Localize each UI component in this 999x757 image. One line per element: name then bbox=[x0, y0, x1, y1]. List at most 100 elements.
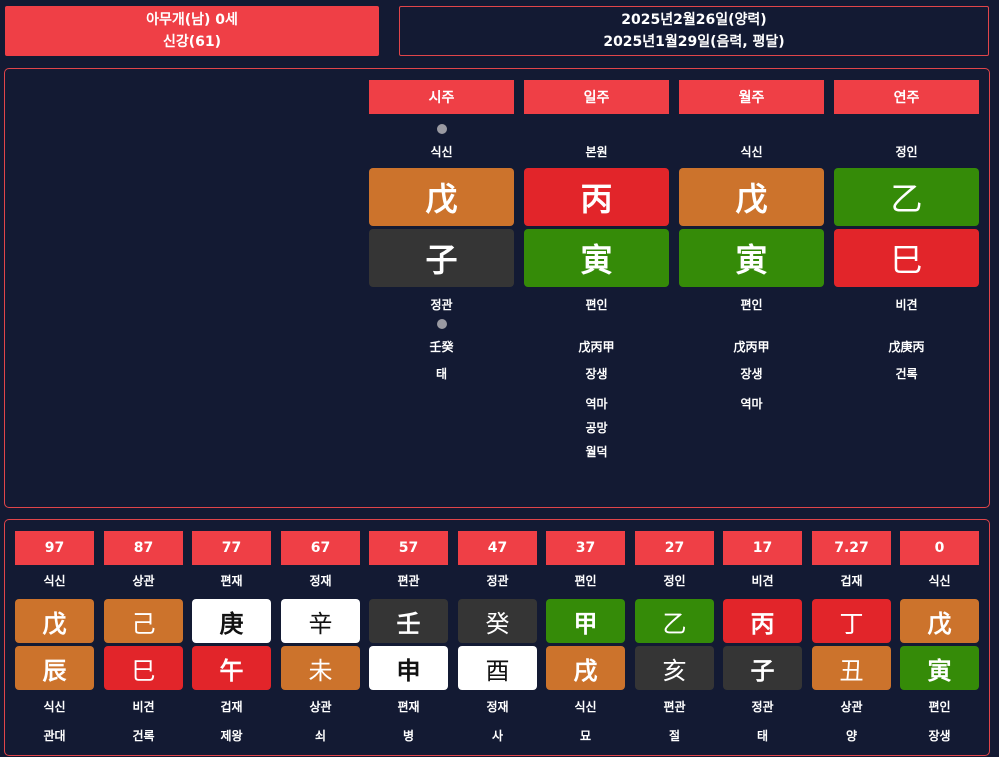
four-pillars-panel bbox=[4, 68, 990, 508]
luck-stem-ten-god: 정인 bbox=[663, 574, 686, 588]
luck-stem-ten-god: 식신 bbox=[43, 574, 66, 588]
luck-twelve-stage: 장생 bbox=[928, 729, 951, 743]
luck-stem-ten-god: 겁재 bbox=[840, 574, 863, 588]
luck-branch-tile[interactable]: 午 bbox=[192, 646, 271, 690]
luck-age: 97 bbox=[15, 531, 94, 565]
luck-branch-tile[interactable]: 戌 bbox=[546, 646, 625, 690]
major-luck-panel bbox=[4, 519, 990, 756]
stem-ten-god: 정인 bbox=[895, 145, 918, 159]
heavenly-stem-tile[interactable]: 戊 bbox=[369, 168, 514, 226]
luck-twelve-stage: 묘 bbox=[579, 729, 592, 743]
luck-branch-tile[interactable]: 丑 bbox=[812, 646, 891, 690]
luck-branch-tile[interactable]: 未 bbox=[281, 646, 360, 690]
luck-stem-ten-god: 정관 bbox=[486, 574, 509, 588]
luck-branch-tile[interactable]: 巳 bbox=[104, 646, 183, 690]
top-dot-row bbox=[679, 114, 824, 144]
bottom-dot-row bbox=[524, 312, 669, 336]
luck-age: 37 bbox=[546, 531, 625, 565]
luck-stem-tile[interactable]: 戊 bbox=[900, 599, 979, 643]
luck-column[interactable]: 27 정인 乙亥 편관 절 bbox=[635, 531, 714, 744]
luck-twelve-stage: 쇠 bbox=[314, 729, 327, 743]
marker-dot-icon bbox=[436, 319, 447, 329]
earthly-branch-tile[interactable]: 寅 bbox=[524, 229, 669, 287]
marker-dot-icon bbox=[436, 124, 447, 134]
luck-age: 0 bbox=[900, 531, 979, 565]
bottom-dot-row bbox=[679, 312, 824, 336]
heavenly-stem-tile[interactable]: 丙 bbox=[524, 168, 669, 226]
luck-stem-tile[interactable]: 戊 bbox=[15, 599, 94, 643]
luck-column[interactable]: 7.27 겁재 丁丑 상관 양 bbox=[812, 531, 891, 744]
luck-age: 87 bbox=[104, 531, 183, 565]
luck-branch-tile[interactable]: 辰 bbox=[15, 646, 94, 690]
pillar-title: 시주 bbox=[369, 80, 514, 114]
earthly-branch-tile[interactable]: 寅 bbox=[679, 229, 824, 287]
luck-age: 7.27 bbox=[812, 531, 891, 565]
hidden-stems: 戊丙甲 bbox=[733, 340, 770, 354]
luck-stem-tile[interactable]: 壬 bbox=[369, 599, 448, 643]
luck-stem-tile[interactable]: 甲 bbox=[546, 599, 625, 643]
luck-column[interactable]: 77 편재 庚午 겁재 제왕 bbox=[192, 531, 271, 744]
luck-age: 17 bbox=[723, 531, 802, 565]
strength-text: 신강(61) bbox=[162, 34, 222, 50]
luck-branch-ten-god: 편관 bbox=[663, 700, 686, 714]
hidden-stems: 戊丙甲 bbox=[578, 340, 615, 354]
heavenly-stem-tile[interactable]: 乙 bbox=[834, 168, 979, 226]
bottom-dot-row bbox=[834, 312, 979, 336]
luck-branch-ten-god: 편인 bbox=[928, 700, 951, 714]
hidden-stems: 戊庚丙 bbox=[888, 340, 925, 354]
luck-column[interactable]: 87 상관 己巳 비견 건록 bbox=[104, 531, 183, 744]
luck-stem-tile[interactable]: 庚 bbox=[192, 599, 271, 643]
luck-branch-ten-god: 정재 bbox=[486, 700, 509, 714]
lunar-date-text: 2025년1월29일(음력, 평달) bbox=[603, 34, 785, 50]
luck-branch-tile[interactable]: 酉 bbox=[458, 646, 537, 690]
luck-twelve-stage: 제왕 bbox=[220, 729, 243, 743]
luck-branch-tile[interactable]: 寅 bbox=[900, 646, 979, 690]
luck-stem-tile[interactable]: 辛 bbox=[281, 599, 360, 643]
luck-column[interactable]: 67 정재 辛未 상관 쇠 bbox=[281, 531, 360, 744]
stem-ten-god: 본원 bbox=[585, 145, 608, 159]
twelve-stage: 태 bbox=[435, 367, 448, 381]
profile-summary: 아무개(남) 0세 신강(61) bbox=[5, 6, 379, 56]
earthly-branch-tile[interactable]: 巳 bbox=[834, 229, 979, 287]
luck-stem-tile[interactable]: 乙 bbox=[635, 599, 714, 643]
pillar-column: 일주 본원 丙寅 편인 戊丙甲 장생 역마 공망 월덕 bbox=[524, 80, 669, 464]
luck-column[interactable]: 17 비견 丙子 정관 태 bbox=[723, 531, 802, 744]
hidden-stems: 壬癸 bbox=[429, 340, 454, 354]
earthly-branch-tile[interactable]: 子 bbox=[369, 229, 514, 287]
luck-branch-tile[interactable]: 申 bbox=[369, 646, 448, 690]
luck-stem-tile[interactable]: 己 bbox=[104, 599, 183, 643]
luck-branch-tile[interactable]: 子 bbox=[723, 646, 802, 690]
luck-twelve-stage: 양 bbox=[845, 729, 858, 743]
pillar-title: 월주 bbox=[679, 80, 824, 114]
luck-branch-ten-god: 겁재 bbox=[220, 700, 243, 714]
luck-stem-tile[interactable]: 丙 bbox=[723, 599, 802, 643]
special-star: 역마 bbox=[585, 397, 608, 411]
heavenly-stem-tile[interactable]: 戊 bbox=[679, 168, 824, 226]
luck-column[interactable]: 97 식신 戊辰 식신 관대 bbox=[15, 531, 94, 744]
birth-date-box: 2025년2월26일(양력) 2025년1월29일(음력, 평달) bbox=[399, 6, 989, 56]
luck-twelve-stage: 건록 bbox=[132, 729, 155, 743]
luck-stem-ten-god: 정재 bbox=[309, 574, 332, 588]
luck-column[interactable]: 47 정관 癸酉 정재 사 bbox=[458, 531, 537, 744]
luck-age: 57 bbox=[369, 531, 448, 565]
luck-stem-ten-god: 식신 bbox=[928, 574, 951, 588]
pillar-title: 연주 bbox=[834, 80, 979, 114]
luck-branch-ten-god: 상관 bbox=[309, 700, 332, 714]
luck-twelve-stage: 관대 bbox=[43, 729, 66, 743]
luck-column[interactable]: 57 편관 壬申 편재 병 bbox=[369, 531, 448, 744]
stem-ten-god: 식신 bbox=[740, 145, 763, 159]
branch-ten-god: 편인 bbox=[740, 298, 763, 312]
luck-branch-tile[interactable]: 亥 bbox=[635, 646, 714, 690]
luck-stem-tile[interactable]: 癸 bbox=[458, 599, 537, 643]
luck-stem-ten-god: 편재 bbox=[220, 574, 243, 588]
luck-branch-ten-god: 편재 bbox=[397, 700, 420, 714]
luck-stem-tile[interactable]: 丁 bbox=[812, 599, 891, 643]
special-star: 공망 bbox=[585, 421, 608, 435]
luck-column[interactable]: 37 편인 甲戌 식신 묘 bbox=[546, 531, 625, 744]
twelve-stage: 장생 bbox=[740, 367, 763, 381]
pillar-title: 일주 bbox=[524, 80, 669, 114]
special-star: 역마 bbox=[740, 397, 763, 411]
branch-ten-god: 정관 bbox=[430, 298, 453, 312]
